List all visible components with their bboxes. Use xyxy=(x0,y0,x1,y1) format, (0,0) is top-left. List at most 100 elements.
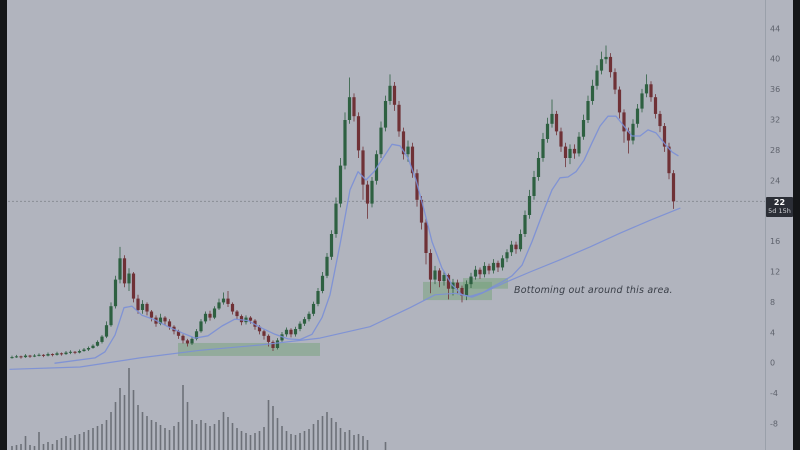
candle-body xyxy=(145,303,149,312)
support-zone[interactable] xyxy=(463,278,508,289)
candle-body xyxy=(514,244,518,250)
volume-bar xyxy=(294,435,297,450)
price-axis-label[interactable]: 28 xyxy=(770,146,780,155)
candle-body xyxy=(257,326,262,332)
candle-body xyxy=(149,311,154,318)
candle-body xyxy=(167,321,172,327)
candle-body xyxy=(86,348,91,350)
candle-body xyxy=(199,321,203,332)
volume-bar xyxy=(218,420,220,450)
candle-body xyxy=(325,256,329,276)
slow-ma-line xyxy=(9,207,681,370)
fast-ma-line xyxy=(54,115,679,364)
price-axis-label[interactable]: 12 xyxy=(770,268,780,277)
candle-body xyxy=(613,72,617,90)
price-axis-label[interactable]: 4 xyxy=(770,328,775,337)
volume-bar xyxy=(29,445,31,450)
candle-body xyxy=(365,184,370,204)
volume-bar xyxy=(267,400,270,450)
candle-body xyxy=(419,199,424,223)
volume-bar xyxy=(123,395,126,450)
candle-body xyxy=(77,351,82,353)
price-axis-label[interactable]: 36 xyxy=(770,85,780,94)
candle-body xyxy=(140,303,145,310)
candle-body xyxy=(527,196,532,215)
price-axis-label[interactable]: -8 xyxy=(770,420,778,429)
volume-bar xyxy=(168,430,171,450)
price-axis-label[interactable]: 24 xyxy=(770,176,780,185)
candle-body xyxy=(640,93,644,109)
candle-body xyxy=(653,97,658,114)
price-axis-label[interactable]: 0 xyxy=(770,359,775,368)
volume-bar xyxy=(227,417,229,450)
candle-body xyxy=(55,353,59,355)
volume-bar xyxy=(47,442,49,450)
candle-body xyxy=(289,329,293,335)
candle-body xyxy=(455,282,460,288)
volume-bar xyxy=(51,444,54,450)
candle-body xyxy=(608,56,613,73)
volume-bar xyxy=(222,412,225,450)
volume-bar xyxy=(150,420,153,450)
candle-body xyxy=(190,338,194,344)
candle-body xyxy=(550,113,554,124)
candle-body xyxy=(428,253,433,280)
candle-body xyxy=(266,335,271,342)
candle-body xyxy=(50,354,55,356)
candle-body xyxy=(230,303,235,312)
candle-body xyxy=(604,56,608,60)
price-axis-label[interactable]: 16 xyxy=(770,237,780,246)
candle-body xyxy=(568,148,572,158)
candle-body xyxy=(586,101,590,120)
price-axis-label[interactable]: -4 xyxy=(770,389,778,398)
candle-body xyxy=(118,258,122,280)
volume-bar xyxy=(87,430,90,450)
volume-bar xyxy=(78,434,81,450)
volume-bar xyxy=(240,431,243,450)
volume-bar xyxy=(42,444,45,450)
volume-bar xyxy=(164,428,166,450)
volume-bar xyxy=(263,427,265,450)
price-axis-label[interactable]: 32 xyxy=(770,116,780,125)
support-zone[interactable] xyxy=(178,342,320,356)
candle-body xyxy=(509,244,514,253)
volume-bar xyxy=(204,423,207,450)
candle-body xyxy=(523,215,527,234)
candle-body xyxy=(131,273,136,299)
candle-body xyxy=(518,234,523,250)
candle-body xyxy=(338,165,343,204)
volume-bar xyxy=(200,420,202,450)
volume-bar xyxy=(353,435,355,450)
candle-body xyxy=(239,316,244,323)
volume-bar xyxy=(366,440,369,450)
candle-body xyxy=(545,123,550,139)
volume-bar xyxy=(56,440,58,450)
candle-body xyxy=(235,311,239,317)
volume-bar xyxy=(290,434,292,450)
candle-body xyxy=(442,275,446,282)
candle-body xyxy=(433,270,437,280)
candle-body xyxy=(559,131,563,147)
volume-bar xyxy=(182,385,184,450)
candle-body xyxy=(541,139,545,158)
volume-bar xyxy=(312,424,315,450)
candle-body xyxy=(100,336,104,342)
candle-body xyxy=(212,308,217,318)
candle-body xyxy=(572,148,577,154)
candle-body xyxy=(23,355,28,358)
volume-bar xyxy=(74,435,76,450)
candle-body xyxy=(460,287,464,296)
candle-body xyxy=(410,146,415,174)
candle-body xyxy=(478,269,482,275)
candle-body xyxy=(307,313,311,320)
volume-bar xyxy=(236,428,238,450)
price-axis-label[interactable]: 40 xyxy=(770,55,780,64)
price-axis-label[interactable]: 8 xyxy=(770,298,775,307)
price-axis-label[interactable]: 44 xyxy=(770,24,780,33)
volume-bar xyxy=(11,446,13,450)
candle-body xyxy=(644,84,649,94)
candle-body xyxy=(316,291,320,304)
candle-body xyxy=(563,146,568,158)
volume-bar xyxy=(357,434,360,450)
